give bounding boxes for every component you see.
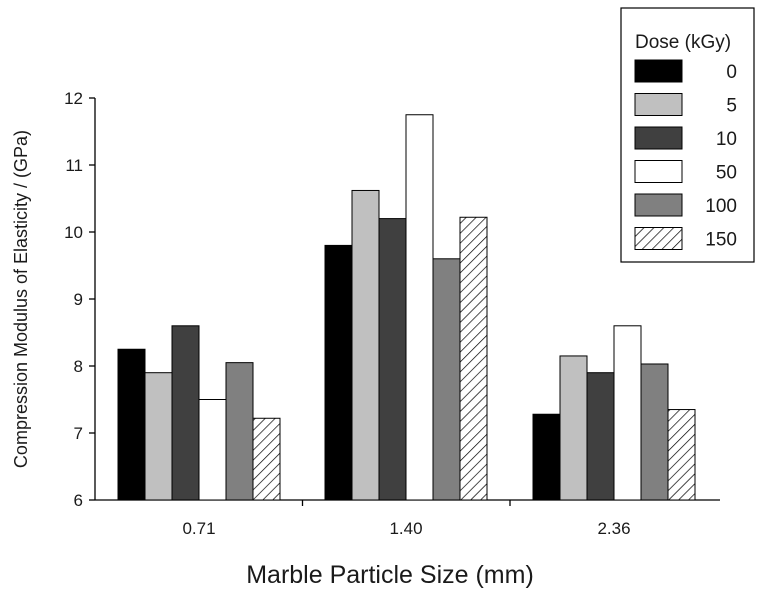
bar-2.36-dose-10 [586,372,615,501]
bar-1.40-dose-50 [405,114,434,501]
legend-swatch-5 [634,93,683,116]
bar-0.71-dose-50 [198,399,227,501]
legend-label-0: 0 [726,62,737,83]
legend-swatch-100 [634,193,683,217]
legend-label-100: 100 [705,196,737,217]
y-tick-label: 11 [65,156,83,175]
bar-1.40-dose-10 [378,218,407,501]
x-tick-label: 2.36 [597,519,630,538]
legend-swatch-0 [634,59,683,83]
bar-0.71-dose-0 [117,348,146,501]
x-tick-label: 1.40 [389,519,422,538]
bar-1.40-dose-0 [324,244,353,501]
legend-items: 0 5 10 50 100 150 [634,59,737,251]
bar-2.36-dose-150 [667,409,696,501]
legend-swatch-50 [634,160,683,183]
bar-1.40-dose-5 [351,189,380,501]
y-tick-label: 10 [64,223,83,242]
bar-2.36-dose-50 [613,325,642,501]
bar-2.36-dose-100 [640,363,669,501]
y-tick-label: 12 [64,89,83,108]
y-tick-label: 9 [74,290,83,309]
bars [117,114,696,501]
bar-0.71-dose-100 [225,362,254,501]
bar-2.36-dose-0 [532,413,561,501]
y-tick-label: 6 [74,491,83,510]
x-ticks: 0.71 1.40 2.36 [182,500,631,538]
legend-label-10: 10 [716,129,737,150]
bar-1.40-dose-150 [459,216,488,501]
bar-0.71-dose-10 [171,325,200,501]
y-tick-label: 8 [74,357,83,376]
x-tick-label: 0.71 [182,519,215,538]
x-axis-title: Marble Particle Size (mm) [246,561,534,589]
legend-swatch-10 [634,126,683,150]
legend-label-50: 50 [716,163,737,184]
y-axis-title: Compression Modulus of Elasticity / (GPa… [11,130,31,468]
bar-0.71-dose-5 [144,372,173,501]
legend-swatch-150 [634,227,683,250]
bar-0.71-dose-150 [252,417,281,501]
bar-1.40-dose-100 [432,258,461,501]
legend-title: Dose (kGy) [635,32,731,53]
y-tick-label: 7 [74,424,83,443]
y-ticks: 6 7 8 9 10 11 12 [64,89,95,510]
bar-2.36-dose-5 [559,355,588,501]
legend: Dose (kGy) 0 5 10 50 100 150 [620,7,755,263]
legend-label-150: 150 [705,230,737,251]
legend-label-5: 5 [726,96,737,117]
